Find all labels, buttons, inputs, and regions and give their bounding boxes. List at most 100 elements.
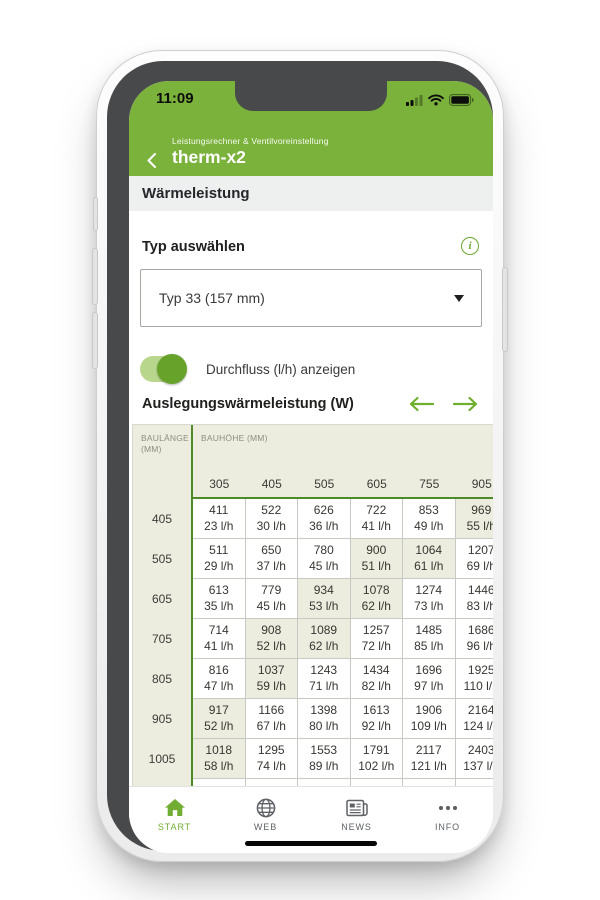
table-cell[interactable]: 411 23 l/h <box>193 499 246 539</box>
status-icons <box>406 94 474 106</box>
column-labels: 305 405 505 605 755 905 <box>193 469 493 499</box>
table-cell[interactable]: 1257 72 l/h <box>350 619 403 659</box>
table-cell[interactable]: 1166 67 l/h <box>245 699 298 739</box>
row-label: 505 <box>133 539 191 579</box>
chevron-left-icon <box>146 152 156 168</box>
tab-info[interactable]: INFO <box>402 787 493 853</box>
table-cell[interactable]: 1485 85 l/h <box>403 619 456 659</box>
table-cell[interactable]: 1274 73 l/h <box>403 579 456 619</box>
table-cell[interactable]: 1434 82 l/h <box>350 659 403 699</box>
table-row-clipped <box>133 779 493 786</box>
table-cell[interactable]: 613 35 l/h <box>193 579 246 619</box>
column-label: 405 <box>261 477 282 491</box>
toggle-knob <box>157 354 187 384</box>
table-vertical-divider <box>191 425 193 786</box>
table-cell <box>403 779 456 786</box>
table-cell[interactable]: 908 52 l/h <box>245 619 298 659</box>
wifi-icon <box>428 94 444 106</box>
table-header: BAULÄNGE (MM) BAUHÖHE (MM) 305 405 505 605 7… <box>133 425 493 499</box>
table-title: Auslegungswärmeleistung (W) <box>142 396 354 412</box>
table-rows: 405 411 23 l/h 522 30 l/h 626 36 l/h 722 41 l/h 8… <box>133 499 493 786</box>
mute-switch <box>93 197 98 231</box>
table-row: 905 917 52 l/h 1166 67 l/h 1398 80 l/h 1613 92 l… <box>133 699 493 739</box>
table-cell[interactable]: 1398 80 l/h <box>298 699 351 739</box>
tab-label: NEWS <box>341 822 372 832</box>
flow-toggle-row: Durchfluss (l/h) anzeigen <box>140 354 356 384</box>
phone-screen: 11:09 <box>129 81 493 853</box>
back-button[interactable] <box>139 149 163 171</box>
status-time: 11:09 <box>156 90 194 107</box>
power-table: BAULÄNGE (MM) BAUHÖHE (MM) 305 405 505 605 7… <box>132 424 493 786</box>
table-cell[interactable]: 626 36 l/h <box>298 499 351 539</box>
table-horizontal-divider <box>191 497 493 499</box>
column-label: 755 <box>419 477 440 491</box>
phone-frame: 11:09 <box>92 50 508 862</box>
table-cell[interactable]: 714 41 l/h <box>193 619 246 659</box>
table-cell[interactable]: 900 51 l/h <box>350 539 403 579</box>
table-cell[interactable]: 1446 83 l/h <box>455 579 493 619</box>
table-cell[interactable]: 934 53 l/h <box>298 579 351 619</box>
app-header: 11:09 <box>129 81 493 176</box>
more-dots-icon <box>438 797 458 818</box>
tab-label: START <box>157 822 192 832</box>
table-cell[interactable]: 1037 59 l/h <box>245 659 298 699</box>
table-cell[interactable]: 853 49 l/h <box>403 499 456 539</box>
type-dropdown-value: Typ 33 (157 mm) <box>159 290 265 306</box>
tab-news[interactable]: NEWS <box>311 787 402 853</box>
table-cell[interactable]: 1791 102 l/h <box>350 739 403 779</box>
table-cell[interactable]: 969 55 l/h <box>455 499 493 539</box>
table-cell[interactable]: 2117 121 l/h <box>403 739 456 779</box>
table-cell[interactable]: 1243 71 l/h <box>298 659 351 699</box>
info-icon[interactable]: i <box>461 237 479 255</box>
column-axis-label: BAUHÖHE (MM) <box>201 433 268 443</box>
type-dropdown[interactable]: Typ 33 (157 mm) <box>140 269 482 327</box>
home-indicator[interactable] <box>245 841 377 846</box>
section-title: Wärmeleistung <box>142 185 250 202</box>
arrow-left-icon[interactable] <box>407 395 435 413</box>
tab-web[interactable]: WEB <box>220 787 311 853</box>
row-label: 705 <box>133 619 191 659</box>
tab-start[interactable]: START <box>129 787 220 853</box>
table-cell[interactable]: 1686 96 l/h <box>455 619 493 659</box>
table-cell[interactable]: 511 29 l/h <box>193 539 246 579</box>
column-label: 505 <box>314 477 335 491</box>
table-cell[interactable]: 1064 61 l/h <box>403 539 456 579</box>
table-cell[interactable]: 1906 109 l/h <box>403 699 456 739</box>
table-cell[interactable]: 779 45 l/h <box>245 579 298 619</box>
row-axis-label: BAULÄNGE (MM) <box>141 433 189 454</box>
table-cell[interactable]: 780 45 l/h <box>298 539 351 579</box>
battery-icon <box>449 94 474 106</box>
table-cell[interactable]: 1207 69 l/h <box>455 539 493 579</box>
row-label: 405 <box>133 499 191 539</box>
table-cell <box>350 779 403 786</box>
column-label: 605 <box>366 477 387 491</box>
table-cell[interactable]: 722 41 l/h <box>350 499 403 539</box>
table-cell[interactable]: 1295 74 l/h <box>245 739 298 779</box>
type-select-label: Typ auswählen <box>142 239 245 255</box>
column-label: 905 <box>471 477 492 491</box>
table-cell[interactable]: 522 30 l/h <box>245 499 298 539</box>
flow-toggle[interactable] <box>140 354 187 384</box>
table-cell <box>245 779 298 786</box>
table-row: 805 816 47 l/h 1037 59 l/h 1243 71 l/h 1434 82 l… <box>133 659 493 699</box>
table-cell[interactable]: 1613 92 l/h <box>350 699 403 739</box>
table-cell[interactable]: 917 52 l/h <box>193 699 246 739</box>
table-cell[interactable]: 1696 97 l/h <box>403 659 456 699</box>
row-label: 605 <box>133 579 191 619</box>
table-cell[interactable]: 1078 62 l/h <box>350 579 403 619</box>
table-cell[interactable]: 1553 89 l/h <box>298 739 351 779</box>
arrow-right-icon[interactable] <box>452 395 480 413</box>
phone-bezel: 11:09 <box>107 61 493 853</box>
table-cell[interactable]: 816 47 l/h <box>193 659 246 699</box>
caret-down-icon <box>454 295 464 302</box>
table-cell[interactable]: 650 37 l/h <box>245 539 298 579</box>
news-icon <box>345 797 368 818</box>
row-label: 905 <box>133 699 191 739</box>
flow-toggle-label: Durchfluss (l/h) anzeigen <box>206 361 356 377</box>
table-cell[interactable]: 1089 62 l/h <box>298 619 351 659</box>
table-cell[interactable]: 1018 58 l/h <box>193 739 246 779</box>
